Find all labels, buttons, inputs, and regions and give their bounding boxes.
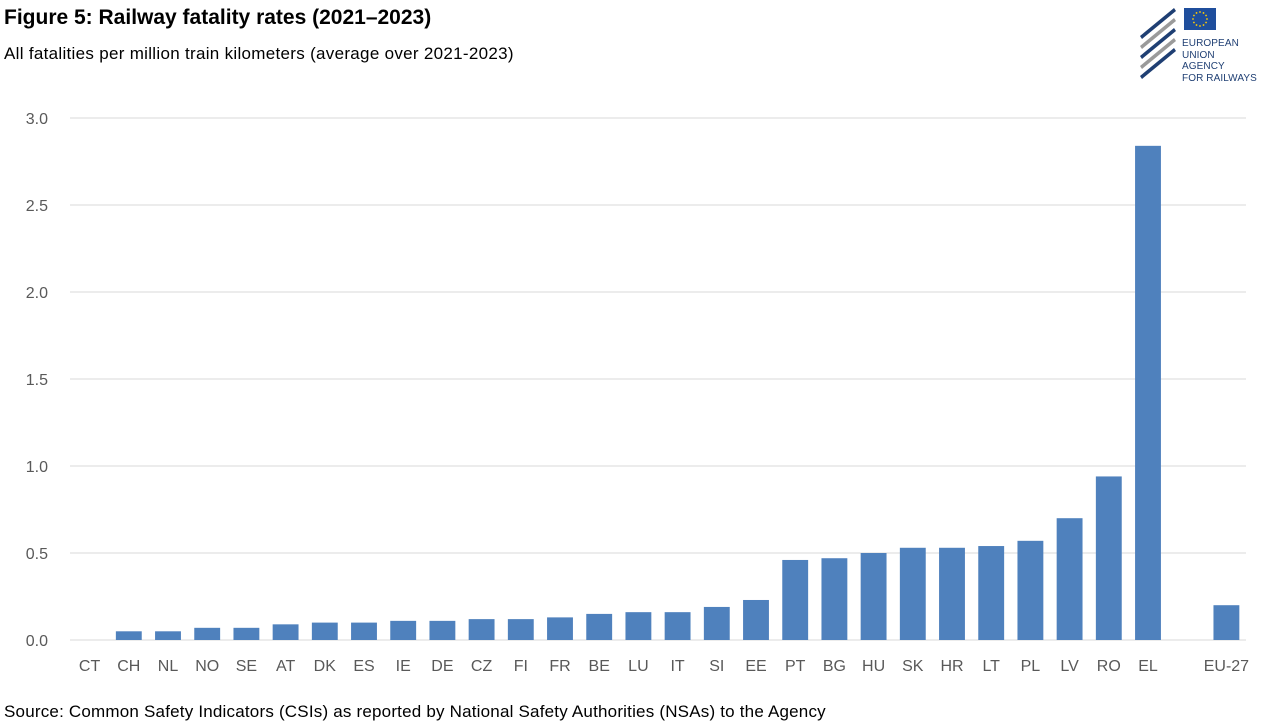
bar-lu [625,612,652,640]
bar-el [1135,145,1161,640]
agency-logo [1140,8,1216,79]
bar-ee [743,599,769,640]
bar-sk [899,547,926,640]
x-tick-label-ch: CH [117,658,140,675]
x-tick-label-pt: PT [785,658,806,675]
bar-at [272,624,299,640]
logo-text: EUROPEAN UNION AGENCY FOR RAILWAYS [1182,38,1257,84]
x-tick-label-de: DE [431,658,453,675]
bar-hu [860,553,887,640]
x-tick-label-es: ES [353,658,374,675]
bar-se [233,627,260,640]
eu-stars-icon [1192,11,1208,27]
eu-star-icon [1205,21,1207,24]
bar-fr [547,617,573,640]
x-tick-label-fr: FR [549,658,570,675]
eu-star-icon [1195,12,1198,14]
x-tick-label-be: BE [589,658,610,675]
x-tick-label-ie: IE [396,658,411,675]
y-tick-label: 3.0 [26,111,48,128]
eu-star-icon [1199,11,1201,13]
eu-star-icon [1193,21,1195,24]
y-tick-label: 1.5 [26,372,48,389]
x-tick-label-lu: LU [628,658,648,675]
y-tick-label: 2.0 [26,285,48,302]
x-tick-label-el: EL [1138,658,1158,675]
x-tick-label-hr: HR [940,658,963,675]
bar-pt [782,559,809,640]
x-tick-label-at: AT [276,658,295,675]
y-tick-label: 0.0 [26,633,48,650]
bar-nl [155,631,181,640]
logo-stripes-icon [1140,8,1176,79]
bar-es [351,622,377,640]
bar-eu-27 [1213,605,1240,640]
x-tick-label-it: IT [670,658,684,675]
x-tick-label-fi: FI [514,658,528,675]
logo-line-1: EUROPEAN [1182,38,1239,49]
x-tick-label-pl: PL [1021,658,1041,675]
bar-ch [115,631,142,640]
bar-si [703,606,730,640]
bar-de [429,620,456,640]
bar-ie [390,620,417,640]
eu-star-icon [1202,24,1205,26]
chart-title: Figure 5: Railway fatality rates (2021–2… [4,6,432,29]
bar-hr [939,547,965,640]
eu-star-icon [1192,18,1194,20]
bar-pl [1017,540,1044,640]
x-tick-label-se: SE [236,658,257,675]
eu-star-icon [1195,24,1198,26]
bar-lv [1056,518,1083,640]
eu-flag-icon [1184,8,1216,30]
y-tick-label: 0.5 [26,546,48,563]
logo-line-2: UNION [1182,49,1215,61]
x-tick-label-ee: EE [745,658,766,675]
bar-dk [311,622,338,640]
x-tick-label-no: NO [195,658,219,675]
bar-be [586,613,613,640]
bar-it [664,612,691,640]
eu-star-icon [1193,14,1195,17]
bar-cz [468,619,495,640]
bar-no [194,627,221,640]
x-tick-label-dk: DK [314,658,337,675]
y-tick-label: 2.5 [26,198,48,215]
bar-ro [1095,476,1122,640]
eu-star-icon [1202,12,1205,14]
x-tick-label-hu: HU [862,658,885,675]
logo-line-4: FOR RAILWAYS [1182,72,1257,84]
x-tick-label-lt: LT [982,658,1000,675]
x-tick-label-ro: RO [1097,658,1121,675]
x-tick-label-nl: NL [158,658,179,675]
bar-lt [978,546,1005,640]
bar-bg [821,558,848,640]
bar-fi [507,619,534,640]
eu-star-icon [1205,14,1207,17]
source-note: Source: Common Safety Indicators (CSIs) … [4,702,826,721]
x-tick-label-ct: CT [79,658,101,675]
logo-line-3: AGENCY [1182,61,1225,72]
x-tick-label-sk: SK [902,658,924,675]
x-tick-label-eu-27: EU-27 [1204,658,1249,675]
x-tick-label-si: SI [709,658,724,675]
eu-star-icon [1199,25,1201,27]
x-tick-label-cz: CZ [471,658,493,675]
y-tick-label: 1.0 [26,459,48,476]
x-tick-label-lv: LV [1060,658,1079,675]
x-tick-label-bg: BG [823,658,846,675]
eu-star-icon [1206,18,1208,20]
chart-subtitle: All fatalities per million train kilomet… [4,44,514,63]
